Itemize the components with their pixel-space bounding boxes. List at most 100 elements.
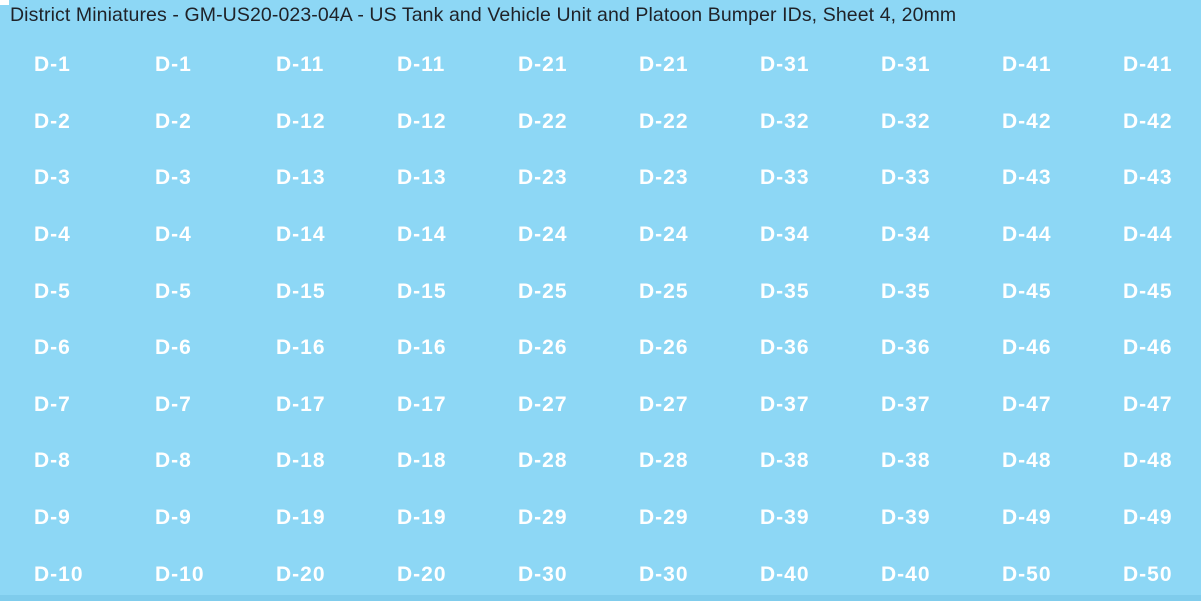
- decal-label: D-30: [518, 562, 568, 586]
- decal-label: D-48: [1123, 449, 1173, 473]
- decal-label: D-49: [1123, 506, 1173, 530]
- decal-label: D-41: [1123, 53, 1173, 76]
- decal-label: D-1: [155, 53, 192, 76]
- decal-label: D-49: [1002, 506, 1052, 530]
- decal-label: D-22: [639, 109, 689, 133]
- decal-label: D-20: [276, 562, 326, 586]
- decal-label: D-20: [397, 562, 447, 586]
- decal-label: D-16: [397, 336, 447, 360]
- decal-label: D-15: [397, 279, 447, 303]
- decal-label: D-23: [518, 166, 568, 190]
- decal-label: D-28: [639, 449, 689, 473]
- decal-label: D-11: [276, 53, 325, 76]
- page-corner-notch: [0, 0, 9, 5]
- decal-label: D-5: [34, 279, 71, 303]
- decal-label: D-21: [518, 53, 568, 76]
- decal-label: D-27: [518, 392, 568, 416]
- decal-label: D-46: [1002, 336, 1052, 360]
- decal-label: D-34: [760, 222, 810, 246]
- decal-label: D-30: [639, 562, 689, 586]
- decal-label: D-43: [1123, 166, 1173, 190]
- decal-label: D-40: [760, 562, 810, 586]
- decal-label: D-8: [155, 449, 192, 473]
- decal-label: D-7: [34, 392, 71, 416]
- decal-label: D-2: [155, 109, 192, 133]
- decal-label: D-17: [276, 392, 326, 416]
- decal-label: D-24: [639, 222, 689, 246]
- decal-label: D-40: [881, 562, 931, 586]
- decal-label: D-31: [760, 53, 810, 76]
- decal-label: D-48: [1002, 449, 1052, 473]
- decal-label: D-38: [760, 449, 810, 473]
- decal-label: D-10: [34, 562, 84, 586]
- decal-label: D-12: [276, 109, 326, 133]
- decal-label: D-50: [1002, 562, 1052, 586]
- decal-label: D-32: [760, 109, 810, 133]
- decal-label: D-3: [155, 166, 192, 190]
- decal-label: D-23: [639, 166, 689, 190]
- decal-label: D-21: [639, 53, 689, 76]
- decal-label: D-24: [518, 222, 568, 246]
- decal-label: D-8: [34, 449, 71, 473]
- decal-label: D-19: [397, 506, 447, 530]
- decal-label: D-27: [639, 392, 689, 416]
- decal-label: D-3: [34, 166, 71, 190]
- decal-label: D-37: [881, 392, 931, 416]
- decal-label: D-25: [518, 279, 568, 303]
- decal-label: D-32: [881, 109, 931, 133]
- decal-label: D-13: [397, 166, 447, 190]
- decal-label: D-26: [639, 336, 689, 360]
- decal-label: D-4: [34, 222, 71, 246]
- decal-label: D-7: [155, 392, 192, 416]
- decal-label: D-44: [1123, 222, 1173, 246]
- decal-label: D-26: [518, 336, 568, 360]
- decal-label: D-11: [397, 53, 446, 76]
- decal-label: D-29: [639, 506, 689, 530]
- decal-label: D-42: [1123, 109, 1173, 133]
- decal-label: D-33: [760, 166, 810, 190]
- sheet-title: District Miniatures - GM-US20-023-04A - …: [10, 4, 957, 26]
- decal-label: D-13: [276, 166, 326, 190]
- decal-label: D-14: [276, 222, 326, 246]
- decal-label: D-18: [276, 449, 326, 473]
- decal-label: D-39: [760, 506, 810, 530]
- decal-label: D-6: [155, 336, 192, 360]
- decal-label: D-33: [881, 166, 931, 190]
- decal-label: D-14: [397, 222, 447, 246]
- decal-label: D-28: [518, 449, 568, 473]
- decal-label: D-6: [34, 336, 71, 360]
- decal-label: D-4: [155, 222, 192, 246]
- decal-label: D-38: [881, 449, 931, 473]
- decal-label: D-5: [155, 279, 192, 303]
- decal-label: D-1: [34, 53, 71, 76]
- decal-label: D-45: [1002, 279, 1052, 303]
- decal-label: D-36: [760, 336, 810, 360]
- decal-label: D-16: [276, 336, 326, 360]
- decal-label: D-46: [1123, 336, 1173, 360]
- decal-label: D-37: [760, 392, 810, 416]
- decal-label: D-25: [639, 279, 689, 303]
- decal-label: D-22: [518, 109, 568, 133]
- decal-label: D-17: [397, 392, 447, 416]
- decal-label: D-41: [1002, 53, 1052, 76]
- decal-label: D-44: [1002, 222, 1052, 246]
- decal-label: D-39: [881, 506, 931, 530]
- decal-label: D-47: [1002, 392, 1052, 416]
- decal-label: D-12: [397, 109, 447, 133]
- decal-label: D-9: [34, 506, 71, 530]
- decal-label: D-50: [1123, 562, 1173, 586]
- decal-label: D-45: [1123, 279, 1173, 303]
- decal-label: D-29: [518, 506, 568, 530]
- decal-label: D-43: [1002, 166, 1052, 190]
- decal-label: D-9: [155, 506, 192, 530]
- decal-label: D-36: [881, 336, 931, 360]
- decal-label: D-31: [881, 53, 931, 76]
- decal-label: D-35: [881, 279, 931, 303]
- decal-label: D-10: [155, 562, 205, 586]
- bumper-id-grid: D-1 D-1 D-11 D-11 D-21 D-21 D-31 D-31 D-41 D-41 D-…: [34, 37, 1201, 601]
- decal-label: D-2: [34, 109, 71, 133]
- decal-label: D-19: [276, 506, 326, 530]
- decal-label: D-34: [881, 222, 931, 246]
- decal-label: D-15: [276, 279, 326, 303]
